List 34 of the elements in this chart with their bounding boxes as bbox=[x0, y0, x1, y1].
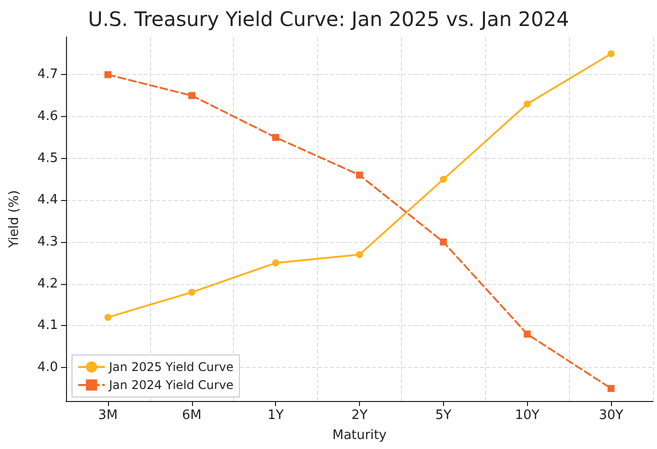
y-axis-title: Yield (%) bbox=[7, 190, 22, 249]
y-tick-label: 4.7 bbox=[37, 67, 58, 82]
x-tick-label: 5Y bbox=[435, 408, 452, 423]
chart-title: U.S. Treasury Yield Curve: Jan 2025 vs. Jan 2024 bbox=[88, 7, 570, 31]
x-tick-label: 30Y bbox=[598, 408, 624, 423]
point bbox=[356, 251, 363, 258]
point bbox=[608, 384, 615, 392]
point bbox=[608, 50, 615, 58]
point bbox=[440, 176, 447, 183]
y-tick-label: 4.1 bbox=[37, 318, 58, 334]
x-axis-title: Maturity bbox=[332, 428, 387, 443]
point bbox=[272, 134, 280, 141]
x-tick-label: 1Y bbox=[268, 408, 284, 423]
y-tick-label: 4.6 bbox=[37, 108, 58, 124]
legend-label: Jan 2024 Yield Curve bbox=[108, 378, 234, 392]
point bbox=[356, 172, 363, 179]
x-tick-label: 10Y bbox=[514, 408, 540, 423]
point bbox=[524, 100, 531, 108]
point bbox=[524, 330, 531, 338]
point bbox=[440, 238, 447, 246]
point bbox=[188, 92, 196, 100]
legend-label: Jan 2025 Yield Curve bbox=[108, 360, 234, 374]
y-tick-label: 4.0 bbox=[37, 360, 58, 376]
point bbox=[188, 288, 196, 296]
point bbox=[272, 259, 280, 266]
point bbox=[104, 314, 112, 321]
y-tick-label: 4.3 bbox=[37, 234, 58, 250]
y-tick-label: 4.4 bbox=[37, 192, 58, 208]
x-tick-label: 3M bbox=[98, 408, 118, 423]
y-tick-label: 4.5 bbox=[37, 150, 58, 166]
point bbox=[104, 71, 112, 78]
y-tick-label: 4.2 bbox=[37, 276, 58, 292]
x-tick-label: 6M bbox=[182, 408, 202, 423]
x-tick-label: 2Y bbox=[351, 408, 368, 423]
